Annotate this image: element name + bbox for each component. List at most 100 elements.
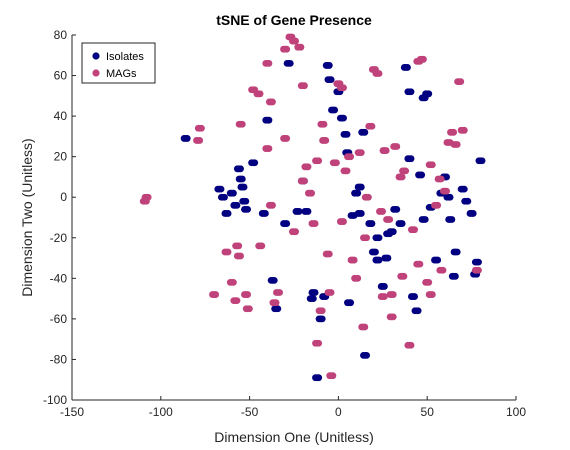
- data-point-cluster-member: [340, 218, 347, 225]
- data-point-cluster-member: [318, 315, 326, 323]
- x-tick-label: 0: [335, 405, 342, 419]
- data-point-cluster-member: [274, 305, 282, 313]
- data-point-cluster-member: [418, 171, 426, 179]
- data-point-cluster-member: [363, 234, 371, 242]
- data-point-cluster-member: [258, 242, 266, 250]
- data-point-cluster-member: [393, 143, 401, 150]
- x-axis-label: Dimension One (Unitless): [214, 429, 374, 445]
- data-point-cluster-member: [269, 98, 276, 106]
- data-point-cluster-member: [416, 260, 424, 268]
- data-point-cluster-member: [230, 189, 237, 197]
- y-tick-label: 60: [54, 69, 68, 83]
- data-point-cluster-member: [428, 161, 436, 169]
- data-point-cluster-member: [331, 106, 339, 114]
- data-point-cluster-member: [233, 201, 241, 209]
- data-point-cluster-member: [320, 120, 328, 128]
- legend-label-isolates: Isolates: [106, 51, 144, 63]
- data-point-cluster-member: [283, 220, 291, 227]
- x-tick-label: -150: [60, 405, 84, 419]
- data-point-cluster-member: [311, 289, 319, 296]
- data-point-cluster-member: [372, 248, 379, 256]
- data-point-cluster-member: [450, 128, 458, 136]
- series-isolates: [180, 59, 486, 382]
- data-point-cluster-member: [398, 220, 406, 227]
- data-point-cluster-member: [309, 295, 317, 303]
- data-point-cluster-member: [460, 126, 468, 134]
- data-point-cluster-member: [365, 193, 372, 201]
- x-ticks: -150 -100 -50 0 50 100: [60, 396, 526, 419]
- data-point-cluster-member: [382, 147, 390, 154]
- data-point-cluster-member: [270, 276, 278, 284]
- data-point-cluster-member: [421, 216, 429, 223]
- data-point-cluster-member: [398, 173, 406, 181]
- y-tick-label: -40: [50, 271, 68, 285]
- x-tick-label: 100: [506, 405, 526, 419]
- data-point-cluster-member: [269, 201, 276, 209]
- data-point-cluster-member: [407, 341, 415, 349]
- legend: Isolates MAGs: [81, 42, 156, 84]
- series-mags: [139, 33, 482, 380]
- data-point-cluster-member: [464, 197, 472, 205]
- data-point-cluster-member: [478, 157, 486, 165]
- data-point-cluster-member: [375, 234, 383, 242]
- data-point-cluster-member: [350, 256, 358, 264]
- data-point-cluster-member: [322, 137, 330, 144]
- data-point-cluster-member: [244, 291, 252, 298]
- axes-layer: [71, 35, 516, 401]
- data-point-cluster-member: [411, 293, 418, 300]
- data-point-cluster-member: [230, 278, 237, 286]
- data-point-cluster-member: [420, 55, 427, 63]
- legend-box: [81, 42, 156, 84]
- data-point-cluster-member: [425, 278, 433, 286]
- data-point-cluster-member: [361, 323, 369, 331]
- data-point-cluster-member: [357, 149, 365, 157]
- data-point-cluster-member: [361, 128, 369, 136]
- data-point-cluster-member: [443, 187, 450, 195]
- y-tick-label: 40: [54, 109, 68, 123]
- data-point-cluster-member: [315, 157, 323, 165]
- data-point-cluster-member: [340, 114, 347, 122]
- data-points-layer: [139, 33, 486, 382]
- data-point-cluster-member: [238, 120, 246, 128]
- data-point-cluster-member: [224, 248, 232, 256]
- data-point-cluster-member: [354, 274, 362, 282]
- data-point-cluster-member: [143, 197, 150, 205]
- data-point-cluster-member: [404, 64, 411, 71]
- data-point-cluster-member: [251, 159, 259, 167]
- data-point-cluster-member: [297, 43, 305, 51]
- data-point-cluster-member: [333, 159, 340, 167]
- data-point-cluster-member: [381, 283, 388, 290]
- data-point-cluster-member: [407, 88, 415, 96]
- data-point-cluster-member: [400, 272, 408, 280]
- data-point-cluster-member: [393, 205, 401, 213]
- data-point-cluster-member: [244, 205, 252, 213]
- data-point-cluster-member: [343, 130, 351, 138]
- y-tick-label: -80: [50, 352, 68, 366]
- data-point-cluster-member: [198, 124, 205, 132]
- data-point-cluster-member: [295, 208, 303, 215]
- data-point-cluster-member: [357, 210, 365, 217]
- y-tick-label: -60: [50, 312, 68, 326]
- legend-marker-mags: [92, 69, 100, 77]
- data-point-cluster-member: [301, 177, 308, 185]
- data-point-cluster-member: [363, 351, 371, 359]
- data-point-cluster-member: [304, 208, 312, 215]
- data-point-cluster-member: [469, 210, 477, 217]
- data-point-cluster-member: [283, 45, 291, 53]
- data-point-cluster-member: [276, 289, 284, 296]
- data-point-cluster-member: [414, 307, 422, 315]
- data-point-cluster-member: [347, 153, 355, 161]
- y-axis-label: Dimension Two (Unitless): [19, 138, 35, 296]
- data-point-cluster-member: [308, 189, 315, 197]
- data-point-cluster-member: [386, 230, 394, 238]
- data-point-cluster-member: [340, 84, 347, 92]
- data-point-cluster-member: [292, 37, 299, 45]
- x-tick-label: -100: [149, 405, 173, 419]
- data-point-cluster-member: [327, 289, 335, 296]
- data-point-cluster-member: [301, 82, 308, 90]
- data-point-cluster-member: [237, 165, 244, 173]
- data-point-cluster-member: [246, 305, 253, 313]
- data-point-cluster-member: [262, 210, 269, 217]
- data-point-cluster-member: [425, 90, 433, 98]
